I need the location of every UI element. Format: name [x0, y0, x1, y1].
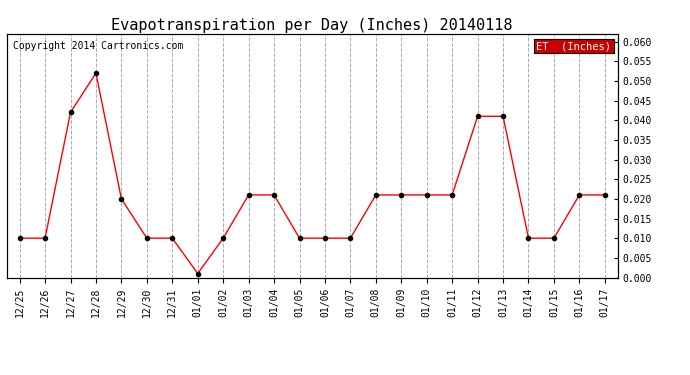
Title: Evapotranspiration per Day (Inches) 20140118: Evapotranspiration per Day (Inches) 2014… [112, 18, 513, 33]
Text: ET  (Inches): ET (Inches) [536, 41, 611, 51]
Text: Copyright 2014 Cartronics.com: Copyright 2014 Cartronics.com [13, 41, 184, 51]
